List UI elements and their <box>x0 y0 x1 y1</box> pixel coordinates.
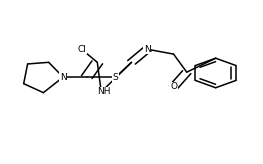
Text: NH: NH <box>97 87 111 96</box>
Text: N: N <box>144 45 151 54</box>
Text: S: S <box>113 73 119 82</box>
Text: N: N <box>60 73 67 82</box>
Text: O: O <box>170 82 177 91</box>
Text: Cl: Cl <box>77 45 86 54</box>
